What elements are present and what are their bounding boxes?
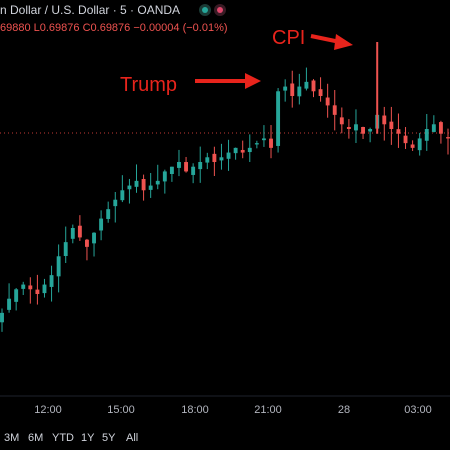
range-button-6m[interactable]: 6M <box>28 432 43 444</box>
candle-body <box>85 239 89 247</box>
candle-body <box>304 81 309 89</box>
candle-body <box>233 147 238 154</box>
candle-body <box>14 289 19 302</box>
candle-body <box>382 115 387 125</box>
candle-body <box>446 137 450 139</box>
trump-annotation-label: Trump <box>120 74 177 96</box>
x-tick-label: 21:00 <box>254 404 282 416</box>
candle-body <box>141 179 146 191</box>
candle-body <box>106 209 111 219</box>
candle-body <box>254 143 259 145</box>
candle-body <box>438 122 443 134</box>
candle-body <box>35 289 40 294</box>
candle-body <box>113 199 118 207</box>
candle-body <box>226 152 231 159</box>
x-tick-label: 18:00 <box>181 404 209 416</box>
candle-body <box>177 162 181 168</box>
candle-body <box>396 129 401 134</box>
candle-body <box>63 242 68 257</box>
candle-body <box>0 312 4 323</box>
candle-body <box>240 149 245 153</box>
candle-body <box>389 121 394 129</box>
range-selector: 3M 6M YTD 1Y 5Y All <box>4 432 138 444</box>
candle-body <box>99 218 104 231</box>
candle-body <box>212 153 217 162</box>
candle-body <box>424 129 429 141</box>
candle-body <box>155 180 160 185</box>
candle-body <box>148 185 153 190</box>
candle-body <box>42 284 47 294</box>
candle-body <box>332 105 337 115</box>
candle-body <box>339 117 344 125</box>
candle-body <box>120 190 125 201</box>
range-button-ytd[interactable]: YTD <box>52 432 74 444</box>
candle-body <box>49 275 54 287</box>
candle-body <box>431 124 436 132</box>
symbol-title: n Dollar / U.S. Dollar · 5 · OANDA <box>0 3 180 17</box>
candle-body <box>127 185 132 190</box>
candle-body <box>70 228 75 239</box>
candle-body <box>354 124 358 131</box>
candle-body <box>261 138 266 141</box>
candle-body <box>269 138 273 148</box>
market-status-dot-icon <box>202 7 208 13</box>
candle-body <box>56 256 61 277</box>
candle-body <box>198 162 203 170</box>
x-tick-label: 12:00 <box>34 404 62 416</box>
x-tick-label: 28 <box>338 404 350 416</box>
candle-body <box>290 83 295 96</box>
trump-arrow-icon <box>195 73 261 89</box>
candle-body <box>77 225 82 238</box>
candle-body <box>403 135 408 144</box>
candle-body <box>92 232 96 244</box>
candle-body <box>169 166 174 175</box>
alert-status-dot-icon <box>217 7 223 13</box>
range-button-all[interactable]: All <box>126 432 138 444</box>
candle-body <box>7 298 12 310</box>
candle-body <box>283 86 288 91</box>
candle-body <box>276 91 281 146</box>
candle-body <box>410 144 415 148</box>
candle-body <box>28 285 33 290</box>
candle-body <box>417 138 422 151</box>
candle-body <box>368 129 373 132</box>
range-button-1y[interactable]: 1Y <box>81 432 95 444</box>
candle-body <box>21 284 26 289</box>
candle-body <box>325 97 330 106</box>
candle-body <box>346 127 351 129</box>
cpi-arrow-icon <box>310 34 353 50</box>
candle-body <box>311 80 316 92</box>
x-tick-label: 03:00 <box>404 404 432 416</box>
candle-body <box>134 180 139 187</box>
range-button-5y[interactable]: 5Y <box>102 432 116 444</box>
x-axis: 12:00 15:00 18:00 21:00 28 03:00 <box>34 404 432 416</box>
candle-body <box>205 157 210 163</box>
candle-body <box>297 86 302 97</box>
candle-body <box>247 147 252 153</box>
candle-body <box>162 171 167 182</box>
range-button-3m[interactable]: 3M <box>4 432 19 444</box>
candle-body <box>361 127 365 134</box>
candle-body <box>184 162 189 172</box>
candle-body <box>191 166 196 175</box>
x-tick-label: 15:00 <box>107 404 135 416</box>
candlestick-series <box>0 42 450 332</box>
candle-body <box>318 89 323 96</box>
ohlc-values: 69880 L0.69876 C0.69876 −0.00004 (−0.01%… <box>0 22 228 34</box>
cpi-annotation-label: CPI <box>272 27 305 49</box>
candle-body <box>219 157 224 161</box>
